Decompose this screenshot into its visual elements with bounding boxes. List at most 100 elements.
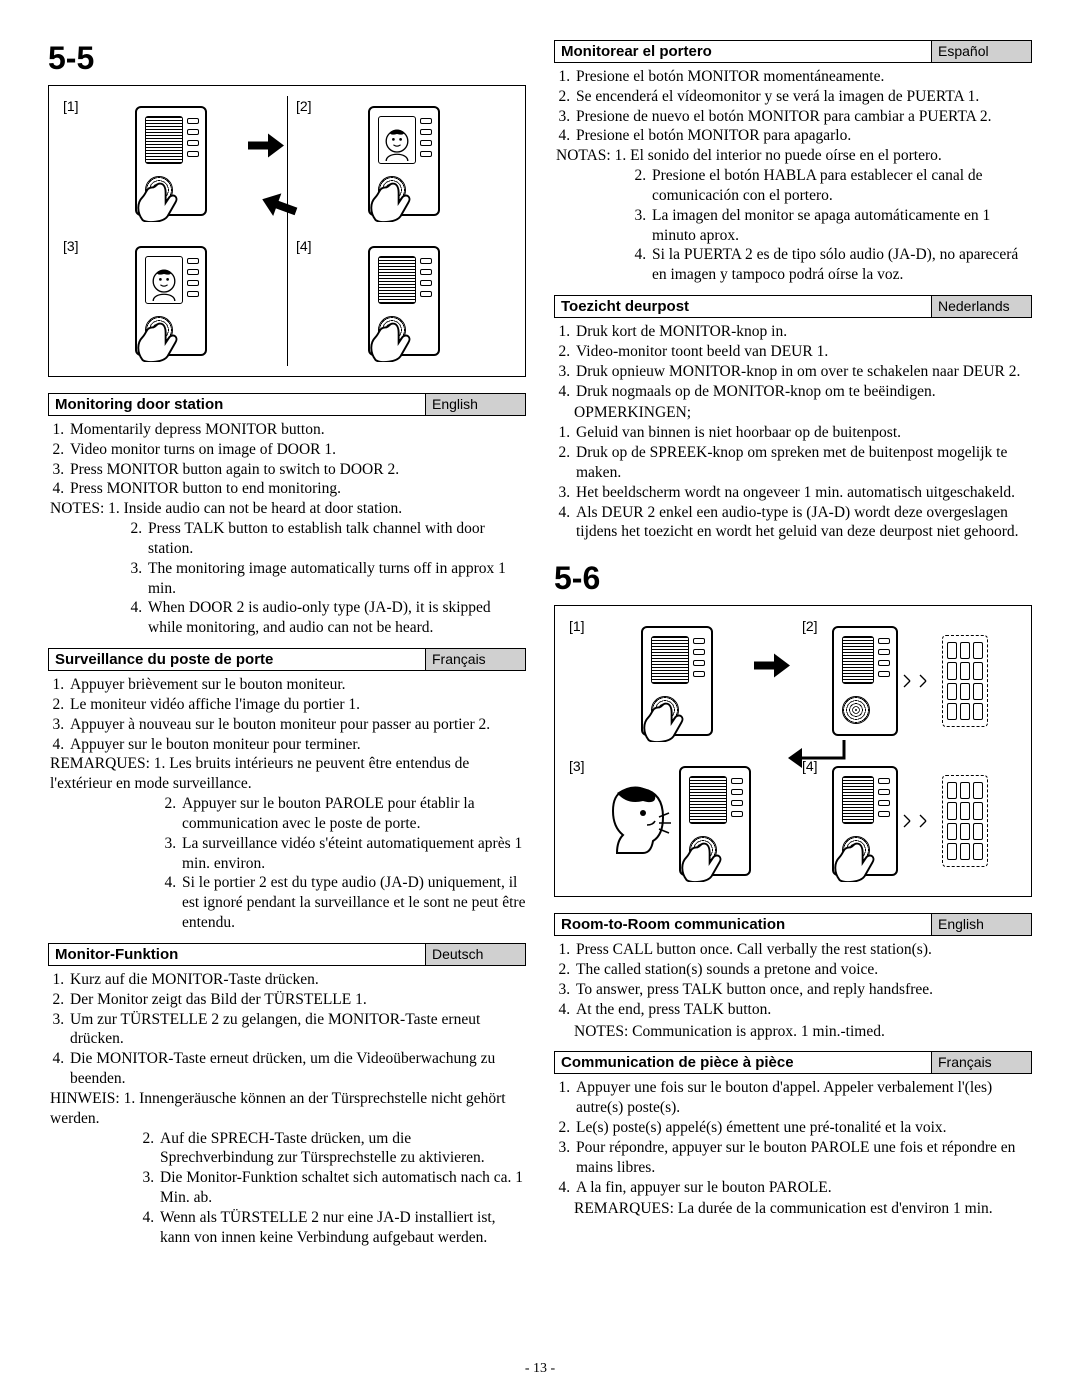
intercom-device-icon bbox=[135, 246, 207, 356]
note-item: Si le portier 2 est du type audio (JA-D)… bbox=[180, 873, 526, 932]
figure-label: [1] bbox=[569, 618, 585, 634]
lang-tag: Español bbox=[932, 40, 1032, 63]
step-item: Presione el botón MONITOR para apagarlo. bbox=[574, 126, 1032, 146]
note-item: La surveillance vidéo s'éteint automatiq… bbox=[180, 834, 526, 874]
step-item: Druk kort de MONITOR-knop in. bbox=[574, 322, 1032, 342]
note-item: REMARQUES: 1. Les bruits intérieurs ne p… bbox=[48, 754, 526, 794]
intercom-device-icon bbox=[679, 766, 751, 876]
note-item: NOTES: 1. Inside audio can not be heard … bbox=[48, 499, 526, 519]
lang-tag: Deutsch bbox=[426, 943, 526, 966]
step-item: Presione de nuevo el botón MONITOR para … bbox=[574, 107, 1032, 127]
lang-header-row: Monitor-Funktion Deutsch bbox=[48, 943, 526, 966]
lang-header-row: Communication de pièce à pièce Français bbox=[554, 1051, 1032, 1074]
figure-label: [3] bbox=[63, 238, 79, 254]
figure-5-5: [1] [2] bbox=[48, 85, 526, 377]
step-item: Video-monitor toont beeld van DEUR 1. bbox=[574, 342, 1032, 362]
keypad-station-icon bbox=[942, 775, 988, 867]
step-item: Appuyer sur le bouton moniteur pour term… bbox=[68, 735, 526, 755]
step-item: Kurz auf die MONITOR-Taste drücken. bbox=[68, 970, 526, 990]
intercom-device-icon bbox=[368, 246, 440, 356]
step-list: Druk kort de MONITOR-knop in. Video-moni… bbox=[554, 322, 1032, 401]
note-item: Geluid van binnen is niet hoorbaar op de… bbox=[574, 423, 1032, 443]
step-item: Momentarily depress MONITOR button. bbox=[68, 420, 526, 440]
step-item: Pour répondre, appuyer sur le bouton PAR… bbox=[574, 1138, 1032, 1178]
right-column: Monitorear el portero Español Presione e… bbox=[554, 40, 1032, 1353]
block-title: Surveillance du poste de porte bbox=[48, 648, 426, 671]
note-item: Als DEUR 2 enkel een audio-type is (JA-D… bbox=[574, 503, 1032, 543]
lang-tag: Nederlands bbox=[932, 295, 1032, 318]
block-title: Communication de pièce à pièce bbox=[554, 1051, 932, 1074]
note-item: Auf die SPRECH-Taste drücken, um die Spr… bbox=[158, 1129, 526, 1169]
lang-tag: Français bbox=[932, 1051, 1032, 1074]
step-item: Appuyer à nouveau sur le bouton moniteur… bbox=[68, 715, 526, 735]
note-item: Het beeldscherm wordt na ongeveer 1 min.… bbox=[574, 483, 1032, 503]
step-list: Momentarily depress MONITOR button. Vide… bbox=[48, 420, 526, 499]
left-column: 5-5 [1] bbox=[48, 40, 526, 1353]
note-item: HINWEIS: 1. Innengeräusche können an der… bbox=[48, 1089, 526, 1129]
step-list: Appuyer une fois sur le bouton d'appel. … bbox=[554, 1078, 1032, 1197]
notes-list: HINWEIS: 1. Innengeräusche können an der… bbox=[48, 1089, 526, 1248]
note-item: Wenn als TÜRSTELLE 2 nur eine JA-D insta… bbox=[158, 1208, 526, 1248]
note-item: Druk op de SPREEK-knop om spreken met de… bbox=[574, 443, 1032, 483]
manual-page: 5-5 [1] bbox=[0, 0, 1080, 1397]
note-item: Press TALK button to establish talk chan… bbox=[146, 519, 526, 559]
intercom-device-icon bbox=[832, 626, 898, 736]
step-item: The called station(s) sounds a pretone a… bbox=[574, 960, 1032, 980]
keypad-station-icon bbox=[942, 635, 988, 727]
note-item: NOTAS: 1. El sonido del interior no pued… bbox=[554, 146, 1032, 166]
step-list: Kurz auf die MONITOR-Taste drücken. Der … bbox=[48, 970, 526, 1089]
step-item: Le(s) poste(s) appelé(s) émettent une pr… bbox=[574, 1118, 1032, 1138]
step-item: Appuyer une fois sur le bouton d'appel. … bbox=[574, 1078, 1032, 1118]
step-list: Presione el botón MONITOR momentáneament… bbox=[554, 67, 1032, 146]
two-column-layout: 5-5 [1] bbox=[48, 40, 1032, 1353]
step-item: At the end, press TALK button. bbox=[574, 1000, 1032, 1020]
step-item: Press CALL button once. Call verbally th… bbox=[574, 940, 1032, 960]
block-title: Monitoring door station bbox=[48, 393, 426, 416]
lang-tag: Français bbox=[426, 648, 526, 671]
step-item: Video monitor turns on image of DOOR 1. bbox=[68, 440, 526, 460]
lang-header-row: Surveillance du poste de porte Français bbox=[48, 648, 526, 671]
figure-label: [3] bbox=[569, 758, 585, 774]
notes-label-line: OPMERKINGEN; bbox=[554, 403, 1032, 423]
step-item: Press MONITOR button to end monitoring. bbox=[68, 479, 526, 499]
intercom-device-icon bbox=[135, 106, 207, 216]
lang-tag: English bbox=[932, 913, 1032, 936]
figure-label: [4] bbox=[296, 238, 312, 254]
note-item: When DOOR 2 is audio-only type (JA-D), i… bbox=[146, 598, 526, 638]
note-line: NOTES: Communication is approx. 1 min.-t… bbox=[554, 1022, 1032, 1042]
lang-header-row: Room-to-Room communication English bbox=[554, 913, 1032, 936]
person-speaking-icon bbox=[603, 781, 673, 861]
note-item: Si la PUERTA 2 es de tipo sólo audio (JA… bbox=[650, 245, 1032, 285]
section-number-5-5: 5-5 bbox=[48, 40, 526, 77]
note-item: Die Monitor-Funktion schaltet sich autom… bbox=[158, 1168, 526, 1208]
notes-list: NOTES: 1. Inside audio can not be heard … bbox=[48, 499, 526, 638]
step-item: Druk nogmaals op de MONITOR-knop om te b… bbox=[574, 382, 1032, 402]
note-item: La imagen del monitor se apaga automátic… bbox=[650, 206, 1032, 246]
note-item: Presione el botón HABLA para establecer … bbox=[650, 166, 1032, 206]
note-item: Appuyer sur le bouton PAROLE pour établi… bbox=[180, 794, 526, 834]
step-list: Appuyer brièvement sur le bouton moniteu… bbox=[48, 675, 526, 754]
step-item: Der Monitor zeigt das Bild der TÜRSTELLE… bbox=[68, 990, 526, 1010]
lang-header-row: Monitoring door station English bbox=[48, 393, 526, 416]
step-item: Se encenderá el vídeomonitor y se verá l… bbox=[574, 87, 1032, 107]
figure-label: [4] bbox=[802, 758, 818, 774]
note-item: The monitoring image automatically turns… bbox=[146, 559, 526, 599]
step-item: Druk opnieuw MONITOR-knop in om over te … bbox=[574, 362, 1032, 382]
figure-label: [1] bbox=[63, 98, 79, 114]
step-item: Um zur TÜRSTELLE 2 zu gelangen, die MONI… bbox=[68, 1010, 526, 1050]
notes-list: REMARQUES: 1. Les bruits intérieurs ne p… bbox=[48, 754, 526, 932]
page-number: - 13 - bbox=[48, 1361, 1032, 1377]
step-item: Press MONITOR button again to switch to … bbox=[68, 460, 526, 480]
step-item: A la fin, appuyer sur le bouton PAROLE. bbox=[574, 1178, 1032, 1198]
note-line: REMARQUES: La durée de la communication … bbox=[554, 1199, 1032, 1219]
lang-header-row: Toezicht deurpost Nederlands bbox=[554, 295, 1032, 318]
lang-tag: English bbox=[426, 393, 526, 416]
lang-header-row: Monitorear el portero Español bbox=[554, 40, 1032, 63]
notes-list: NOTAS: 1. El sonido del interior no pued… bbox=[554, 146, 1032, 285]
block-title: Toezicht deurpost bbox=[554, 295, 932, 318]
step-item: Die MONITOR-Taste erneut drücken, um die… bbox=[68, 1049, 526, 1089]
block-title: Room-to-Room communication bbox=[554, 913, 932, 936]
notes-list: Geluid van binnen is niet hoorbaar op de… bbox=[554, 423, 1032, 542]
section-number-5-6: 5-6 bbox=[554, 560, 1032, 597]
figure-5-6: [1] [2] bbox=[554, 605, 1032, 897]
